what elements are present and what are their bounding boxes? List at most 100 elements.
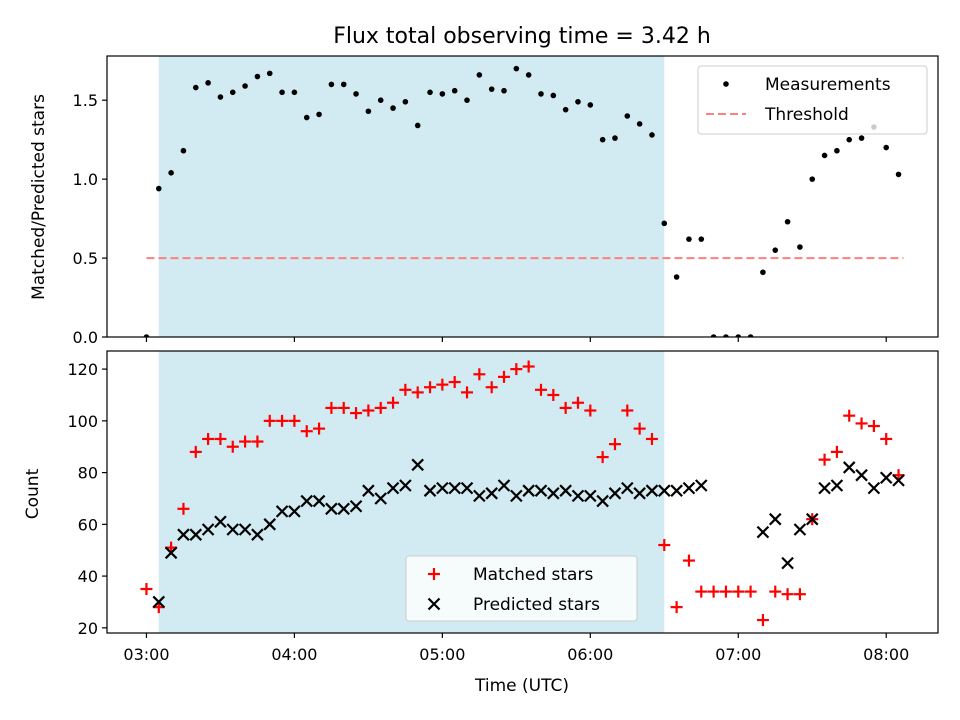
matched-star-point [313,422,326,435]
measurement-point [377,97,384,104]
predicted-star-point [263,518,277,531]
matched-star-point [300,425,313,438]
matched-star-point [473,368,486,381]
measurement-point [686,236,692,242]
xtick-label: 06:00 [567,645,613,664]
predicted-star-point [584,489,597,503]
predicted-star-point [300,494,314,508]
predicted-star-point [411,458,424,472]
predicted-star-point [214,515,227,529]
matched-star-point [424,381,437,394]
predicted-star-point [473,489,486,503]
matched-star-point [756,614,769,627]
matched-star-point [177,502,190,515]
matched-star-point [830,445,843,458]
predicted-star-point [793,523,807,536]
measurement-point [797,244,803,250]
measurement-point [254,73,261,80]
measurement-point [402,98,409,105]
measurement-point [427,89,433,96]
measurement-point [365,108,372,115]
measurement-point [414,122,421,129]
predicted-star-point [251,528,264,541]
matched-star-point [707,585,720,598]
measurement-point [192,84,199,91]
measurement-point [834,147,840,154]
measurement-point [710,334,717,337]
measurement-point [303,114,310,121]
matched-star-point [510,363,523,376]
matched-star-point [362,404,375,417]
measurement-point [858,135,865,141]
predicted-star-point [559,484,572,497]
xtick-label: 05:00 [419,645,465,664]
measurement-point [390,105,396,111]
measurement-point [328,81,335,88]
predicted-star-point [571,489,585,503]
measurement-point [316,111,322,118]
predicted-star-point [374,492,387,505]
predicted-star-point [842,461,856,474]
bottom-axes-frame [106,350,939,634]
measurement-point [821,152,828,159]
predicted-star-point [818,481,831,495]
measurement-point [809,176,816,182]
predicted-star-point [337,502,351,516]
bottom-ytick-label: 40 [78,567,98,586]
predicted-star-point [436,481,449,495]
predicted-star-point [325,502,338,516]
matched-star-point [596,451,609,464]
matched-star-point [867,420,880,433]
predicted-star-point [497,479,511,492]
matched-star-point [226,440,239,453]
matched-star-point [263,414,276,427]
matched-star-point [769,585,782,598]
matched-star-point [387,396,400,409]
predicted-star-point [892,474,905,487]
measurement-point [439,91,446,97]
measurement-point [180,147,187,154]
top-axes: 0.0 0.5 1.0 1.5 Measurements Threshold [73,55,939,347]
measurement-point [624,113,631,119]
measurement-point [291,89,298,96]
predicted-star-point [460,481,474,495]
measurement-point [279,89,285,96]
measurement-point [784,218,791,225]
matched-star-point [633,422,646,435]
top-axes-frame [106,55,939,338]
matched-star-point [843,409,856,422]
matched-star-point [855,417,868,430]
predicted-star-point [608,487,622,500]
bottom-legend-label: Matched stars [473,565,593,585]
predicted-star-point [226,523,240,536]
matched-star-point [658,539,671,552]
matched-star-point [189,445,202,458]
top-ytick-label: 0.5 [73,249,98,268]
xtick-label: 04:00 [271,645,317,664]
predicted-star-point [867,481,881,495]
matched-star-point [608,438,621,451]
predicted-star-point [805,512,819,526]
matched-star-point [571,396,584,409]
predicted-star-point [756,525,770,539]
measurement-point [661,220,668,227]
predicted-star-point [682,481,696,495]
matched-star-point [461,386,474,399]
measurement-point [464,97,470,104]
matched-star-point [880,432,893,445]
measurement-point [599,136,606,143]
bottom-ytick-label: 100 [67,412,98,431]
measurement-point [562,106,569,113]
predicted-star-point [658,484,671,497]
chart-title: Flux total observing time = 3.42 h [333,24,711,49]
measurement-point [217,94,224,100]
measurement-point [772,247,779,253]
matched-star-point [276,414,289,427]
predicted-star-point [362,484,375,497]
bottom-legend [405,555,638,622]
matched-star-point [695,585,708,598]
measurement-point [205,80,211,86]
measurement-point [168,170,174,176]
matched-star-point [374,401,387,414]
